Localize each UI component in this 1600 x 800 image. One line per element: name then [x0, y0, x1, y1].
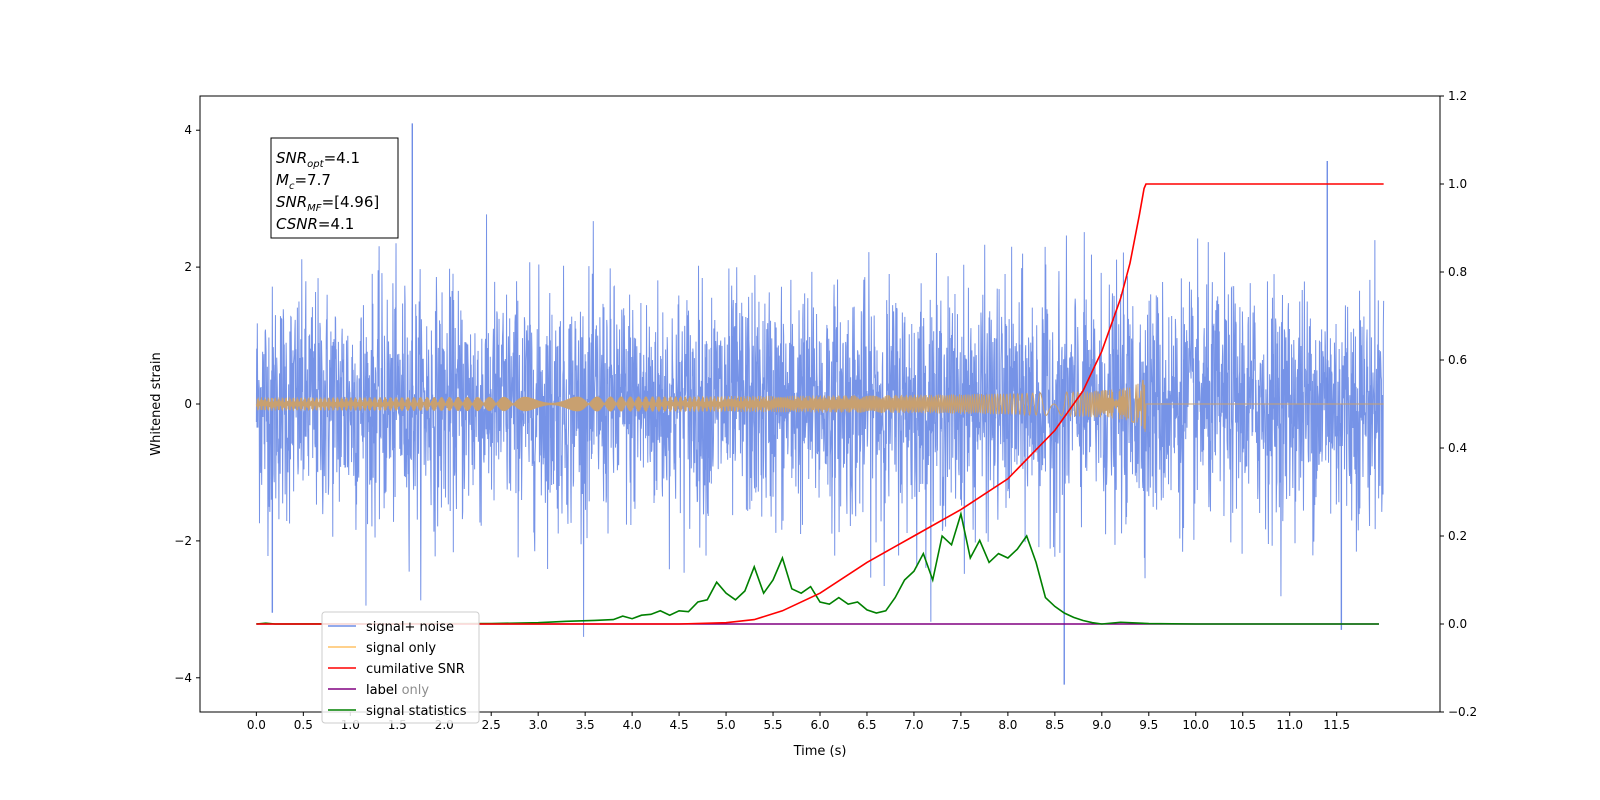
x-tick-label: 9.0 [1092, 718, 1111, 732]
x-tick-label: 7.5 [951, 718, 970, 732]
x-tick-label: 0.0 [247, 718, 266, 732]
x-tick-label: 6.0 [810, 718, 829, 732]
annotation-line: Mc=7.7 [276, 171, 331, 192]
y-tick-label: 4 [184, 123, 192, 137]
series-signal-noise [255, 214, 1385, 637]
y-axis-label: Whitened strain [149, 352, 164, 455]
annotation-frame [270, 137, 399, 239]
annotation-line: SNRMF=[4.96] [276, 193, 379, 214]
series-signal-only [255, 379, 1384, 432]
legend-entry: label [366, 683, 397, 698]
legend: label only signal+ noise signal only cumila… [321, 611, 480, 724]
x-axis-label: Time (s) [793, 744, 847, 759]
y2-tick-label: 0.8 [1448, 265, 1467, 279]
x-axis-ticks: 0.0 0.5 1.0 1.5 2.0 2.5 3.0 3.5 4.0 4.5 5.0 5.5 6.0 6… [247, 712, 1350, 732]
x-tick-label: 10.0 [1182, 718, 1209, 732]
y2-tick-label: 0.4 [1448, 441, 1467, 455]
x-tick-label: 9.5 [1139, 718, 1158, 732]
y-tick-label: 2 [184, 260, 192, 274]
x-tick-label: 4.0 [623, 718, 642, 732]
legend-entry: signal only [366, 641, 436, 656]
x-tick-label: 8.5 [1045, 718, 1064, 732]
y-tick-label: 0 [184, 397, 192, 411]
legend-entry: signal statistics [366, 704, 467, 719]
y2-tick-label: 0.2 [1448, 529, 1467, 543]
x-tick-label: 7.0 [904, 718, 923, 732]
x-tick-label: 5.5 [763, 718, 782, 732]
x-tick-label: 11.0 [1276, 718, 1303, 732]
x-tick-label: 6.5 [857, 718, 876, 732]
legend-hidden-text: label only [366, 683, 429, 698]
series-cumilative-SNR [256, 183, 1384, 625]
x-tick-label: 5.0 [717, 718, 736, 732]
plot-series [255, 123, 1385, 685]
x-tick-label: 10.5 [1229, 718, 1256, 732]
series-signal-statistics [256, 510, 1379, 625]
y-axis-ticks: 4 2 0 −2 −4 [174, 123, 200, 685]
legend-frame [321, 611, 480, 724]
y2-tick-label: 1.2 [1448, 89, 1467, 103]
annotation-line: CSNR=4.1 [276, 215, 354, 233]
y-tick-label: −4 [174, 671, 192, 685]
x-tick-label: 0.5 [294, 718, 313, 732]
x-tick-label: 11.5 [1323, 718, 1350, 732]
x-tick-label: 3.0 [529, 718, 548, 732]
y-tick-label: −2 [174, 534, 192, 548]
x-tick-label: 4.5 [670, 718, 689, 732]
y2-tick-label: 0.0 [1448, 617, 1467, 631]
annotation-line: SNRopt=4.1 [276, 149, 360, 170]
x-tick-label: 3.5 [576, 718, 595, 732]
legend-entry: signal+ noise [366, 620, 454, 635]
y2-axis-ticks: 1.2 1.0 0.8 0.6 0.4 0.2 0.0 −0.2 [1440, 89, 1477, 719]
x-tick-label: 8.0 [998, 718, 1017, 732]
y2-tick-label: −0.2 [1448, 705, 1477, 719]
y2-tick-label: 1.0 [1448, 177, 1467, 191]
x-tick-label: 2.5 [482, 718, 501, 732]
series-signal-noise-extremes [271, 123, 1343, 685]
legend-entry: cumilative SNR [366, 662, 465, 677]
y2-tick-label: 0.6 [1448, 353, 1467, 367]
